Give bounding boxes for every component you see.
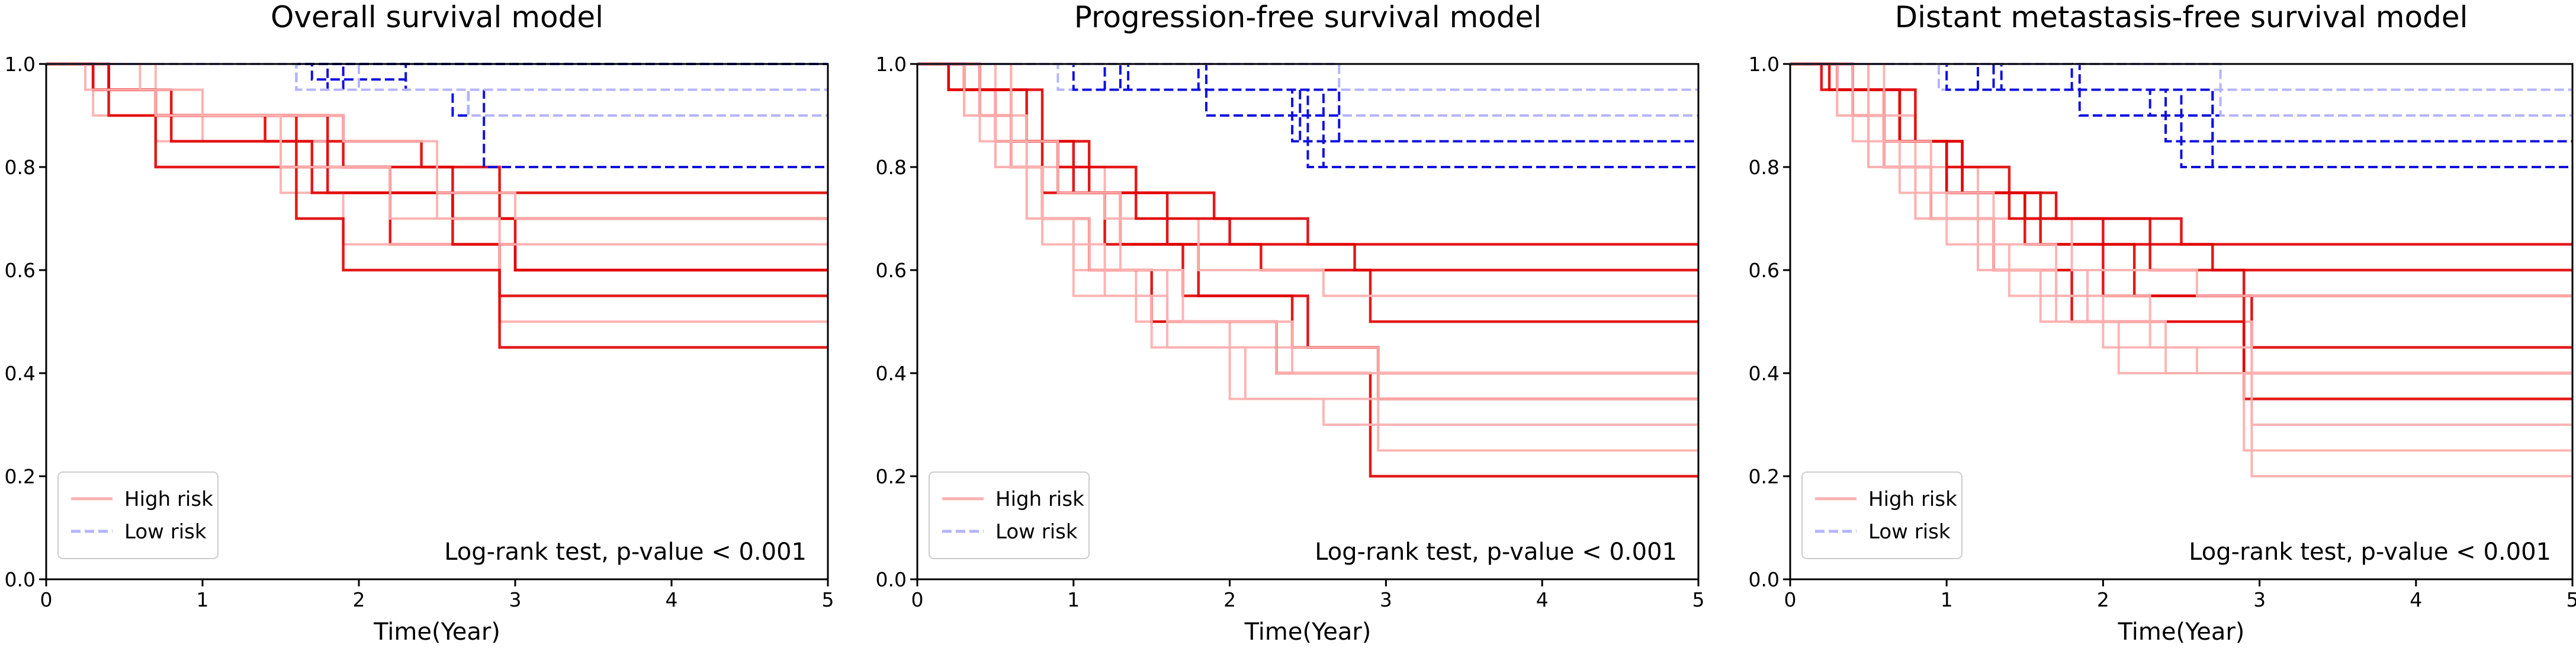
- x-tick-label: 4: [666, 588, 678, 611]
- x-tick-label: 5: [1692, 588, 1705, 611]
- curves: [1790, 62, 2572, 477]
- axes-frame: [916, 63, 1700, 580]
- legend-box: [929, 471, 1090, 559]
- x-tick-label: 2: [2097, 588, 2109, 611]
- panel-1: Overall survival model 0 1 2 3 4 5 0.0 0.2 0.4 0.6…: [5, 0, 834, 646]
- low-risk-curve-8: [917, 63, 1698, 91]
- panel-3: Distant metastasis-free survival model 0 1…: [1749, 0, 2576, 646]
- x-tick-label: 3: [2253, 588, 2266, 611]
- legend-low-risk-label: Low risk: [1868, 520, 1951, 544]
- x-axis-label: Time(Year): [373, 618, 500, 646]
- legend-high-risk-label: High risk: [124, 487, 213, 511]
- x-tick-label: 0: [1784, 588, 1797, 611]
- x-tick-label: 1: [1941, 588, 1953, 611]
- y-tick-label: 0.8: [876, 156, 907, 179]
- y-tick-label: 1.0: [5, 53, 36, 76]
- low-risk-curve-8: [1790, 63, 2572, 91]
- y-tick-label: 0.4: [5, 362, 36, 385]
- x-tick-label: 4: [1536, 588, 1549, 611]
- y-tick-label: 1.0: [1749, 53, 1780, 76]
- legend-box: [57, 471, 219, 559]
- y-tick-label: 0.4: [1749, 362, 1780, 385]
- x-axis-label: Time(Year): [1244, 618, 1371, 646]
- x-tick-label: 3: [509, 588, 522, 611]
- high-risk-curve-7: [46, 62, 828, 349]
- legend-low-risk-label: Low risk: [124, 520, 207, 544]
- y-tick-label: 0.2: [1749, 465, 1780, 488]
- legend: High risk Low risk: [1801, 471, 1962, 559]
- high-risk-curve-11: [917, 63, 1698, 426]
- chart-title: Overall survival model: [271, 0, 603, 34]
- logrank-annotation: Log-rank test, p-value < 0.001: [1315, 538, 1677, 566]
- chart-title: Distant metastasis-free survival model: [1895, 0, 2468, 34]
- axes-frame: [1789, 63, 2574, 580]
- x-axis-label: Time(Year): [2118, 618, 2245, 646]
- high-risk-curve-9: [1790, 63, 2572, 452]
- logrank-annotation: Log-rank test, p-value < 0.001: [444, 538, 807, 566]
- y-tick-label: 0.4: [876, 362, 907, 385]
- logrank-annotation: Log-rank test, p-value < 0.001: [2189, 538, 2551, 566]
- x-tick-label: 5: [822, 588, 834, 611]
- chart-title: Progression-free survival model: [1074, 0, 1542, 34]
- x-tick-label: 2: [353, 588, 365, 611]
- legend-high-risk-label: High risk: [1868, 487, 1957, 511]
- legend-box: [1801, 471, 1962, 559]
- y-tick-label: 0.2: [876, 465, 907, 488]
- legend-high-risk-label: High risk: [995, 487, 1084, 511]
- x-tick-label: 5: [2567, 588, 2576, 611]
- high-risk-curve-12: [1790, 63, 2572, 374]
- legend: High risk Low risk: [929, 471, 1090, 559]
- legend: High risk Low risk: [57, 471, 219, 559]
- low-risk-curve-8: [46, 63, 828, 91]
- y-tick-label: 0.8: [5, 156, 36, 179]
- high-risk-curve-3: [917, 63, 1698, 452]
- high-risk-curve-9: [46, 63, 828, 246]
- legend-low-risk-label: Low risk: [995, 520, 1078, 544]
- axes-frame: [45, 63, 829, 580]
- x-tick-label: 1: [1067, 588, 1080, 611]
- y-tick-label: 0.0: [876, 568, 907, 591]
- high-risk-curve-12: [917, 63, 1698, 374]
- x-tick-label: 0: [40, 588, 53, 611]
- high-risk-curve-2: [1790, 62, 2572, 349]
- low-risk-curve-2: [46, 63, 828, 91]
- y-tick-label: 0.0: [1749, 568, 1780, 591]
- y-tick-label: 0.2: [5, 465, 36, 488]
- high-risk-curve-10: [46, 63, 828, 220]
- y-tick-label: 0.6: [876, 259, 907, 282]
- panel-2: Progression-free survival model 0 1 2 3 4 5 0.0…: [876, 0, 1705, 646]
- y-tick-label: 0.0: [5, 568, 36, 591]
- x-tick-label: 0: [911, 588, 924, 611]
- x-tick-label: 3: [1380, 588, 1392, 611]
- y-tick-label: 0.6: [1749, 259, 1780, 282]
- low-risk-curve-5: [46, 63, 828, 91]
- x-tick-label: 4: [2410, 588, 2422, 611]
- curves: [917, 62, 1698, 478]
- curves: [46, 62, 828, 349]
- y-tick-label: 0.8: [1749, 156, 1780, 179]
- y-tick-label: 1.0: [876, 53, 907, 76]
- x-tick-label: 2: [1223, 588, 1236, 611]
- y-tick-label: 0.6: [5, 259, 36, 282]
- x-tick-label: 1: [197, 588, 209, 611]
